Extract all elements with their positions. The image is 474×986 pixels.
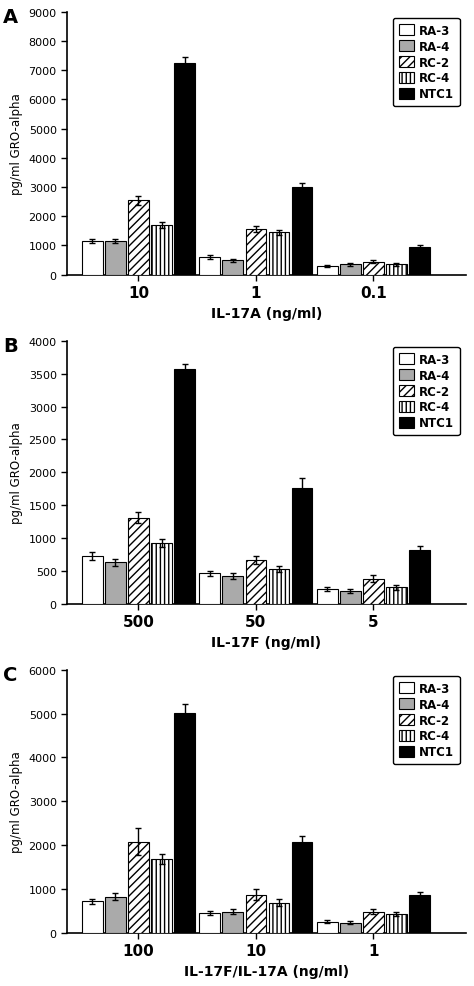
Bar <box>409 895 430 933</box>
Y-axis label: pg/ml GRO-alpha: pg/ml GRO-alpha <box>10 422 23 524</box>
Y-axis label: pg/ml GRO-alpha: pg/ml GRO-alpha <box>10 94 23 195</box>
Bar <box>386 914 407 933</box>
Bar <box>269 569 289 604</box>
Bar <box>317 922 337 933</box>
Bar <box>363 579 384 604</box>
X-axis label: IL-17F/IL-17A (ng/ml): IL-17F/IL-17A (ng/ml) <box>184 963 349 978</box>
Legend: RA-3, RA-4, RC-2, RC-4, NTC1: RA-3, RA-4, RC-2, RC-4, NTC1 <box>393 347 460 436</box>
Bar <box>292 188 312 275</box>
Bar <box>128 842 149 933</box>
Y-axis label: pg/ml GRO-alpha: pg/ml GRO-alpha <box>10 750 23 852</box>
Bar <box>409 247 430 275</box>
Bar <box>151 226 172 275</box>
Bar <box>269 233 289 275</box>
Bar <box>340 265 361 275</box>
Bar <box>200 574 220 604</box>
Bar <box>340 923 361 933</box>
Bar <box>174 713 195 933</box>
Bar <box>292 842 312 933</box>
Bar <box>246 894 266 933</box>
Bar <box>409 550 430 604</box>
Bar <box>105 242 126 275</box>
Bar <box>269 903 289 933</box>
X-axis label: IL-17F (ng/ml): IL-17F (ng/ml) <box>211 635 321 649</box>
Bar <box>317 590 337 604</box>
Text: C: C <box>3 665 18 684</box>
Bar <box>200 913 220 933</box>
Bar <box>174 64 195 275</box>
Bar <box>292 488 312 604</box>
X-axis label: IL-17A (ng/ml): IL-17A (ng/ml) <box>211 307 322 320</box>
Legend: RA-3, RA-4, RC-2, RC-4, NTC1: RA-3, RA-4, RC-2, RC-4, NTC1 <box>393 19 460 107</box>
Bar <box>151 859 172 933</box>
Bar <box>82 242 103 275</box>
Bar <box>317 266 337 275</box>
Bar <box>222 261 243 275</box>
Bar <box>174 370 195 604</box>
Bar <box>246 230 266 275</box>
Bar <box>363 262 384 275</box>
Bar <box>105 563 126 604</box>
Bar <box>340 591 361 604</box>
Text: B: B <box>3 336 18 355</box>
Bar <box>105 897 126 933</box>
Bar <box>363 912 384 933</box>
Bar <box>200 258 220 275</box>
Bar <box>82 901 103 933</box>
Bar <box>222 577 243 604</box>
Bar <box>386 265 407 275</box>
Bar <box>128 518 149 604</box>
Bar <box>222 912 243 933</box>
Bar <box>151 543 172 604</box>
Bar <box>82 556 103 604</box>
Text: A: A <box>3 8 18 27</box>
Bar <box>246 560 266 604</box>
Bar <box>386 588 407 604</box>
Bar <box>128 201 149 275</box>
Legend: RA-3, RA-4, RC-2, RC-4, NTC1: RA-3, RA-4, RC-2, RC-4, NTC1 <box>393 676 460 764</box>
